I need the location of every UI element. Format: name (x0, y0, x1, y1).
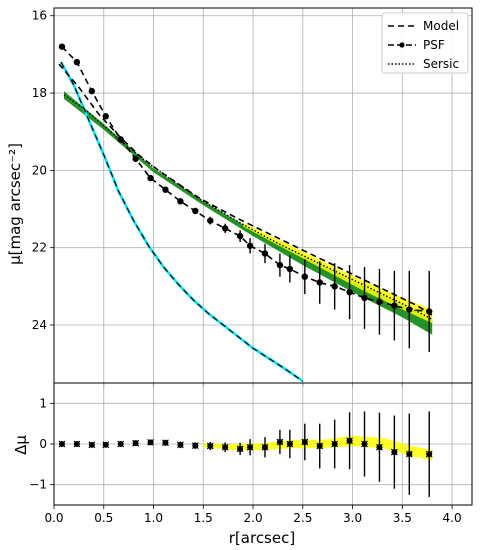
residual-point (286, 441, 293, 447)
residual-point (162, 439, 169, 446)
x-tick-label: 3.5 (393, 511, 412, 525)
residual-point (301, 438, 308, 445)
sersic-band (64, 91, 433, 335)
y-tick-label: 18 (32, 86, 47, 100)
residual-point (117, 441, 124, 447)
sersic-line (63, 94, 433, 320)
plot-area (58, 43, 433, 383)
residual-point (261, 444, 268, 451)
residual-point (147, 439, 154, 446)
data-point (221, 225, 229, 232)
data-point (58, 43, 66, 50)
model-line (58, 63, 433, 316)
axis-labels: μ[mag arcsec⁻²] Δμ r[arcsec] (6, 143, 295, 547)
residual-point (73, 441, 80, 447)
residual-point (316, 443, 323, 450)
residual-point (222, 444, 229, 451)
x-tick-label: 3.0 (343, 511, 362, 525)
data-point (207, 217, 214, 224)
y-tick-label: 24 (32, 318, 47, 332)
profile-panel: 16 18 20 22 24 Model PSF Sersic (32, 7, 473, 387)
psf-dash-line (60, 61, 304, 382)
data-point (192, 207, 199, 215)
grid (53, 8, 472, 383)
y-tick-label: 0 (39, 437, 47, 451)
x-tick-label: 0.0 (44, 511, 63, 525)
legend-box (381, 12, 469, 74)
data-point (376, 298, 383, 306)
residual-point (237, 445, 244, 452)
x-tick-label: 1.0 (144, 511, 163, 525)
data-point (286, 265, 294, 273)
residual-frame (53, 382, 473, 506)
data-point (246, 242, 254, 249)
x-axis-label: r[arcsec] (229, 529, 295, 547)
data-point (406, 306, 413, 313)
data-point (177, 198, 184, 205)
residual-point (58, 441, 65, 447)
x-tick-label: 1.5 (194, 511, 213, 525)
data-point (426, 308, 433, 315)
legend-label-sersic: Sersic (423, 57, 459, 71)
legend-label-psf: PSF (423, 38, 445, 52)
data-point (331, 283, 338, 290)
residual-panel: 0.0 0.5 1.0 1.5 2.0 2.5 3.0 3.5 4.0 −1 0 1 (29, 382, 473, 525)
ticks: 0.0 0.5 1.0 1.5 2.0 2.5 3.0 3.5 4.0 −1 0 1 (29, 396, 461, 525)
profile-ylabel: μ[mag arcsec⁻²] (6, 143, 24, 265)
residual-ylabel: Δμ (12, 435, 30, 455)
data-point (316, 279, 323, 286)
x-tick-label: 2.5 (293, 511, 312, 525)
x-tick-label: 2.0 (244, 511, 263, 525)
data-point (102, 113, 109, 120)
residual-point (276, 438, 283, 445)
data-point (117, 136, 124, 143)
residual-point (406, 451, 413, 458)
residual-point (391, 449, 398, 456)
legend-label-model: Model (423, 19, 459, 33)
y-tick-label: 1 (39, 396, 47, 410)
residual-point (426, 451, 433, 458)
data-point (88, 87, 96, 95)
data-point (132, 155, 139, 162)
y-tick-label: 16 (32, 9, 47, 23)
x-tick-label: 0.5 (94, 511, 113, 525)
data-point (236, 232, 244, 240)
data-point (261, 250, 269, 257)
residual-point (132, 440, 139, 447)
residual-point (177, 441, 184, 448)
psf-line (59, 61, 304, 383)
y-tick-label: −1 (29, 478, 47, 492)
residual-point (346, 437, 353, 444)
data-line (61, 46, 430, 313)
data-point (147, 174, 154, 182)
residual-point (331, 441, 338, 447)
legend: Model PSF Sersic (381, 12, 469, 74)
data-point (346, 288, 353, 296)
y-tick-label: 20 (32, 163, 47, 177)
residual-point (247, 444, 254, 451)
legend-marker (399, 42, 405, 48)
residual-point (207, 443, 214, 450)
residual-point (102, 441, 109, 448)
data-point (276, 261, 284, 269)
y-tick-label: 22 (32, 241, 47, 255)
data-point (391, 302, 398, 309)
data-point (361, 294, 368, 302)
residual-point (88, 441, 95, 448)
data-point (162, 186, 169, 193)
residual-point (361, 441, 368, 447)
x-tick-label: 4.0 (443, 511, 462, 525)
model-band (243, 222, 433, 324)
data-point (73, 58, 81, 66)
residual-point (376, 444, 383, 451)
data-point (301, 273, 308, 280)
residual-point (192, 442, 199, 449)
plot-area (58, 411, 433, 497)
